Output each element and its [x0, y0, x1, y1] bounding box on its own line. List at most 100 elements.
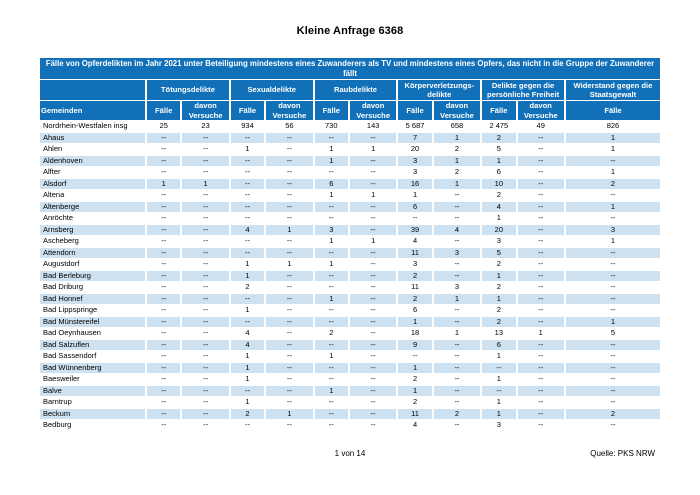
table-row: Altena -- -- -- -- 1 1 1 -- 2 -- -- [40, 190, 660, 201]
table-cell: 1 [245, 374, 250, 384]
table-cell: -- [328, 305, 334, 315]
sub-header-cell: davon Versuche [266, 101, 313, 120]
row-label: Anröchte [43, 213, 74, 223]
table-cell: -- [349, 408, 397, 419]
table-cell: 2 [230, 408, 265, 419]
table-row: Alfter -- -- -- -- -- -- 3 2 6 -- 1 [40, 167, 660, 178]
table-cell: -- [161, 420, 167, 430]
table-cell: -- [517, 132, 564, 143]
table-cell: -- [182, 247, 229, 258]
table-cell: -- [266, 339, 313, 350]
row-label: Barntrup [43, 397, 72, 407]
table-cell: -- [182, 316, 229, 327]
table-cell: -- [610, 259, 616, 269]
table-cell: -- [203, 144, 209, 154]
table-cell: 6 [314, 178, 348, 189]
table-row: Arnsberg -- -- 4 1 3 -- 39 4 20 -- 3 [40, 224, 660, 235]
table-cell: -- [203, 420, 209, 430]
table-row: Bad Berleburg -- -- 1 -- -- -- 2 -- 1 -- -- [40, 270, 660, 281]
table-cell: -- [349, 293, 397, 304]
table-cell: 11 [411, 282, 419, 292]
table-cell: 6 [482, 339, 516, 350]
table-cell: -- [266, 316, 313, 327]
table-cell: -- [610, 374, 616, 384]
table-cell: -- [161, 305, 167, 315]
table-row: Bedburg -- -- -- -- -- -- 4 -- 3 -- -- [40, 420, 660, 431]
group-header-row: Tötungsdelikte Sexualdelikte Raubdelikte Kö… [40, 80, 660, 100]
table-cell: -- [538, 259, 544, 269]
table-cell: -- [517, 155, 564, 166]
table-cell: 3 [496, 236, 501, 246]
table-cell: -- [203, 328, 209, 338]
table-cell: 3 [433, 247, 481, 258]
table-cell: -- [161, 167, 167, 177]
table-cell: 1 [314, 293, 348, 304]
table-cell: -- [161, 328, 167, 338]
row-label: Bedburg [43, 420, 72, 430]
table-cell: 1 [287, 259, 292, 269]
table-cell: -- [349, 247, 397, 258]
table-cell: -- [147, 385, 181, 396]
table-cell: -- [182, 339, 229, 350]
table-cell: -- [244, 213, 250, 223]
table-cell: 2 [398, 270, 432, 281]
table-cell: -- [244, 190, 250, 200]
table-cell: -- [610, 190, 616, 200]
row-label: Bad Salzuflen [40, 339, 146, 350]
table-cell: 1 [482, 293, 516, 304]
row-label: Ahlen [43, 144, 63, 154]
table-cell: -- [565, 247, 660, 258]
table-row: Ahaus -- -- -- -- -- -- 7 1 2 -- 1 [40, 132, 660, 143]
table-row: Baesweiler -- -- 1 -- -- -- 2 -- 1 -- -- [40, 374, 660, 385]
table-cell: -- [286, 305, 292, 315]
table-cell: -- [286, 351, 292, 361]
table-cell: 1 [329, 144, 334, 154]
table-cell: -- [610, 213, 616, 223]
table-cell: 934 [241, 121, 254, 131]
table-cell: -- [454, 213, 460, 223]
table-cell: -- [161, 259, 167, 269]
statistics-table: Fälle von Opferdelikten im Jahr 2021 unt… [38, 57, 662, 432]
table-cell: 1 [245, 351, 250, 361]
row-label: Bad Wünnenberg [40, 362, 146, 373]
table-row: Barntrup -- -- 1 -- -- -- 2 -- 1 -- -- [40, 397, 660, 408]
table-cell: -- [182, 155, 229, 166]
table-cell: -- [147, 132, 181, 143]
table-cell: -- [370, 167, 376, 177]
table-cell: 1 [538, 328, 543, 338]
table-cell: 730 [325, 121, 338, 131]
table-cell: 6 [412, 305, 418, 315]
table-cell: 3 [454, 282, 460, 292]
table-cell: -- [482, 385, 516, 396]
table-cell: 1 [147, 178, 181, 189]
table-cell: -- [565, 362, 660, 373]
table-cell: 2 [398, 293, 432, 304]
table-cell: -- [565, 270, 660, 281]
table-cell: -- [244, 420, 250, 430]
table-cell: -- [370, 305, 376, 315]
table-cell: 2 [496, 305, 501, 315]
table-cell: 2 [496, 259, 501, 269]
table-cell: 3 [314, 224, 348, 235]
sub-header-cell: Fälle [398, 101, 432, 120]
table-cell: -- [538, 374, 544, 384]
table-cell: -- [161, 397, 167, 407]
table-cell: -- [454, 397, 460, 407]
table-cell: 1 [433, 155, 481, 166]
table-cell: -- [433, 362, 481, 373]
table-cell: 1 [329, 236, 334, 246]
table-cell: -- [538, 351, 544, 361]
table-cell: -- [565, 155, 660, 166]
table-cell: -- [433, 339, 481, 350]
table-cell: 1 [433, 132, 481, 143]
table-cell: -- [517, 339, 564, 350]
table-row: Bad Oeynhausen -- -- 4 -- 2 -- 18 1 13 1 5 [40, 328, 660, 339]
table-cell: 1 [329, 190, 334, 200]
table-cell: 2 [454, 167, 460, 177]
table-cell: -- [230, 178, 265, 189]
empty-corner-cell [40, 80, 146, 100]
table-cell: 1 [371, 144, 376, 154]
table-cell: -- [517, 270, 564, 281]
table-cell: -- [314, 408, 348, 419]
gemeinden-header: Gemeinden [40, 101, 146, 120]
